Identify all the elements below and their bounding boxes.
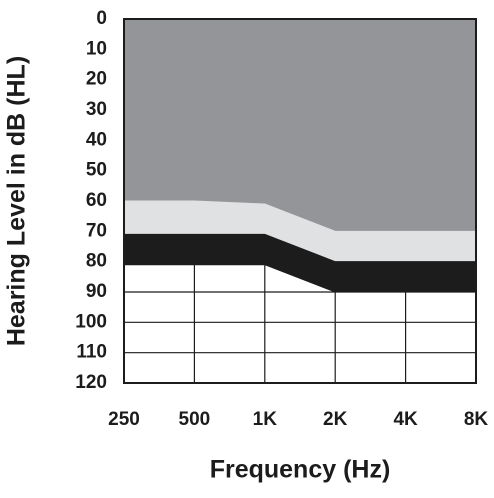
y-tick-label: 120 — [75, 372, 107, 393]
y-tick-label: 30 — [86, 99, 107, 120]
x-tick-label: 1K — [253, 409, 278, 430]
x-tick-label: 8K — [464, 409, 489, 430]
x-tick-label: 2K — [323, 409, 348, 430]
plot-border — [123, 18, 477, 384]
y-tick-label: 110 — [76, 342, 107, 363]
x-axis-title: Frequency (Hz) — [210, 456, 391, 484]
y-tick-label: 100 — [75, 311, 107, 332]
y-tick-label: 50 — [86, 160, 107, 181]
band-area — [123, 18, 477, 232]
y-tick-label: 70 — [86, 220, 107, 241]
y-tick-label: 40 — [86, 129, 107, 150]
y-tick-label: 10 — [86, 38, 107, 59]
y-tick-label: 0 — [96, 8, 107, 29]
y-tick-label: 20 — [86, 69, 107, 90]
y-tick-label: 80 — [86, 251, 107, 272]
x-tick-label: 4K — [393, 409, 418, 430]
y-tick-label: 90 — [86, 281, 107, 302]
y-tick-label: 60 — [86, 190, 107, 211]
x-tick-label: 500 — [179, 409, 211, 430]
x-tick-label: 250 — [108, 409, 140, 430]
y-axis-title: Hearing Level in dB (HL) — [3, 56, 31, 346]
